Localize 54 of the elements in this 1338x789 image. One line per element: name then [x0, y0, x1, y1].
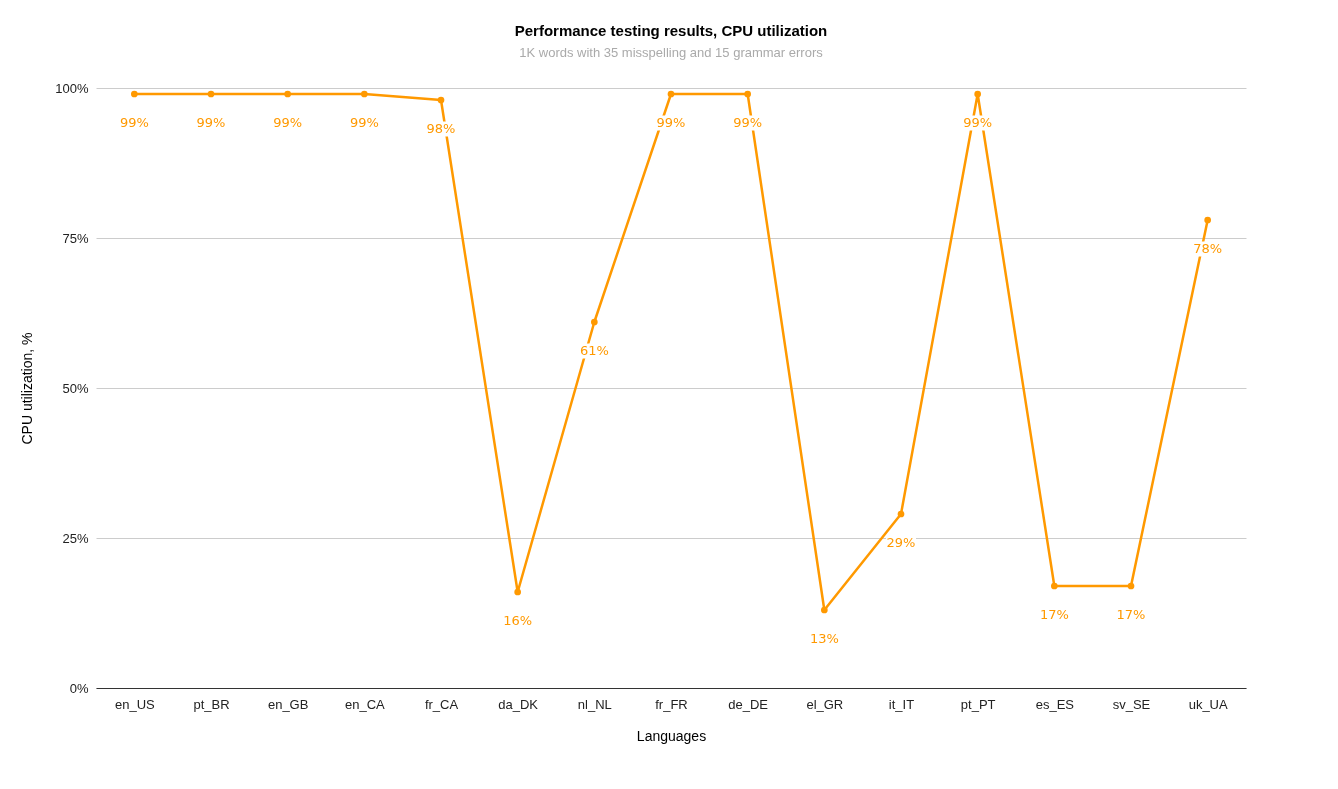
point	[974, 90, 982, 98]
x-tick-label: en_CA	[344, 696, 386, 712]
point	[514, 588, 522, 596]
x-axis-title: Languages	[636, 727, 707, 744]
y-tick-label: 25%	[62, 530, 89, 546]
chart-title: Performance testing results, CPU utilization	[514, 22, 828, 39]
point	[360, 90, 368, 98]
x-tick-label: sv_SE	[1112, 696, 1151, 712]
point	[1204, 216, 1212, 224]
data-label: 99%	[196, 115, 226, 130]
x-tick-label: en_GB	[267, 696, 309, 712]
data-label: 17%	[1039, 607, 1069, 622]
x-tick-label: it_IT	[888, 696, 915, 712]
x-tick-label: pt_BR	[193, 696, 230, 712]
data-label: 99%	[119, 115, 149, 130]
point	[744, 90, 752, 98]
x-tick-label: fr_CA	[424, 696, 459, 712]
data-label: 16%	[503, 613, 533, 628]
data-label: 99%	[733, 115, 763, 130]
chart-subtitle: 1K words with 35 misspelling and 15 grammar errors	[519, 45, 824, 60]
data-label: 99%	[349, 115, 379, 130]
data-label: 61%	[579, 343, 609, 358]
y-tick-label: 75%	[62, 230, 89, 246]
point	[207, 90, 215, 98]
point	[590, 318, 598, 326]
x-tick-label: es_ES	[1035, 696, 1075, 712]
point	[130, 90, 138, 98]
x-tick-label: el_GR	[806, 696, 844, 712]
y-tick-label: 50%	[62, 380, 89, 396]
x-tick-label: en_US	[114, 696, 156, 712]
data-label: 99%	[656, 115, 686, 130]
data-label: 78%	[1193, 241, 1223, 256]
data-label: 17%	[1116, 607, 1146, 622]
data-label: 99%	[963, 115, 993, 130]
data-label: 29%	[886, 535, 916, 550]
x-tick-label: nl_NL	[577, 696, 612, 712]
y-tick-label: 100%	[55, 80, 89, 96]
point	[820, 606, 828, 614]
data-label: 13%	[809, 631, 839, 646]
data-label: 98%	[426, 121, 456, 136]
point	[437, 96, 445, 104]
point	[1127, 582, 1135, 590]
x-tick-label: de_DE	[728, 696, 769, 712]
point	[897, 510, 905, 518]
point	[284, 90, 292, 98]
point	[667, 90, 675, 98]
x-tick-label: uk_UA	[1188, 696, 1228, 712]
x-tick-label: fr_FR	[655, 696, 688, 712]
y-tick-label: 0%	[69, 680, 89, 696]
data-label: 99%	[273, 115, 303, 130]
y-axis-title: CPU utilization, %	[19, 332, 36, 445]
x-tick-label: pt_PT	[960, 696, 996, 712]
point	[1050, 582, 1058, 590]
x-tick-label: da_DK	[498, 696, 539, 712]
